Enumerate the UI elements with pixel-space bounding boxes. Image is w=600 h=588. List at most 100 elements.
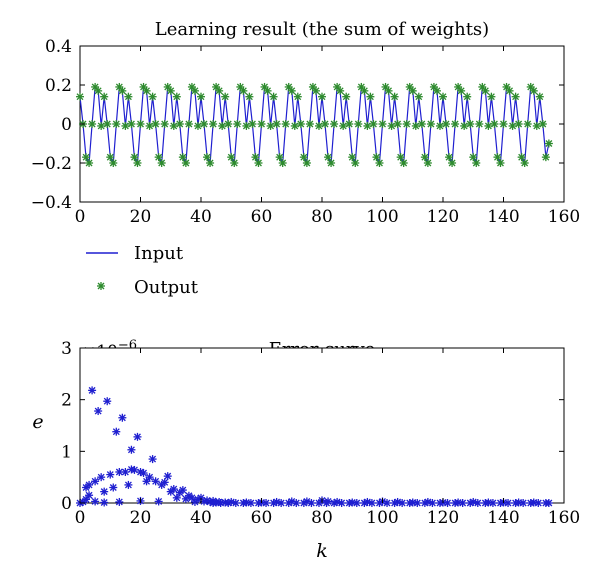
error-point [133,432,142,441]
output-point [193,121,202,130]
output-point [166,86,175,95]
error-point-baseline [216,499,225,507]
error-point [85,480,94,489]
output-point [76,92,84,101]
output-point [399,159,408,167]
output-point [366,92,375,101]
chart2-ytick-label: 3 [61,339,72,359]
output-point [172,92,181,101]
output-point [133,159,142,167]
error-point [91,497,100,506]
error-point-baseline [526,499,535,507]
output-point [169,121,178,130]
output-point [514,120,523,128]
error-point-baseline [231,499,240,507]
chart1-xtick-label: 20 [130,207,152,227]
error-point-baseline [473,499,482,507]
output-point [321,120,330,128]
error-point-baseline [262,499,271,507]
output-point [200,120,209,128]
chart1-y-axis: −0.4 −0.2 0 0.2 0.4 [31,37,564,213]
error-point [109,483,118,492]
output-point [245,92,254,101]
chart2-y-axis: 0 1 2 3 [61,339,564,514]
output-point [302,159,311,167]
output-point [538,120,547,128]
chart2-xtick-label: 140 [487,508,519,528]
output-point [136,120,145,128]
chart-error-curve: Error curve ×10−6 020406080100120140160 … [32,338,580,562]
output-point [278,159,287,167]
error-point-baseline [428,499,437,507]
output-point [94,86,103,95]
error-point [115,497,124,506]
output-point [372,153,381,162]
output-point [354,120,363,128]
output-point [130,153,139,162]
error-point-baseline [541,499,550,507]
error-point-baseline [519,499,528,507]
chart1-ytick-label: 0.4 [45,37,72,57]
output-point [414,92,423,101]
output-point [457,86,466,95]
output-point [103,120,112,128]
chart2-xtick-label: 20 [130,508,152,528]
error-point-baseline [451,499,460,507]
output-point [442,120,451,128]
output-point [106,153,115,162]
output-point [390,92,399,101]
output-point [342,92,351,101]
error-point-baseline [398,499,407,507]
error-point [130,465,139,474]
output-point [448,159,457,167]
chart1-ytick-label: 0 [61,115,72,135]
error-point [115,468,124,476]
output-point [493,153,502,162]
output-point [314,121,323,130]
error-point-baseline [224,499,233,507]
error-point [154,497,163,506]
output-point [505,86,514,95]
error-point-baseline [254,499,263,507]
chart2-ytick-label: 0 [61,494,72,514]
error-point [142,477,151,486]
error-point-baseline [534,499,543,507]
chart1-xtick-label: 140 [487,207,519,227]
output-point [378,120,387,128]
error-point-baseline [269,499,278,507]
chart2-ytick-label: 1 [61,442,72,462]
output-point [121,121,130,130]
output-point [463,92,472,101]
output-point [151,120,160,128]
output-point [387,121,396,130]
output-point [523,120,532,128]
chart2-xtick-label: 160 [548,508,580,528]
output-point [239,86,248,95]
output-point [154,153,163,162]
output-point [396,153,405,162]
chart2-xtick-label: 60 [251,508,273,528]
output-point [269,92,278,101]
error-point-baseline [466,499,475,507]
chart1-legend: Input Output [86,243,199,298]
output-point [287,86,296,95]
output-point [520,159,529,167]
output-point [318,92,326,101]
output-point [215,86,224,95]
output-point [275,153,284,162]
output-point [233,120,242,128]
output-point [230,159,239,167]
output-point [218,121,227,130]
output-point [466,120,475,128]
output-point [348,153,357,162]
output-point [417,120,426,128]
error-point [160,478,169,487]
output-point [178,153,187,162]
output-point [88,120,97,128]
error-point [94,407,103,416]
chart2-series-group [76,386,553,507]
output-point [420,153,429,162]
output-point [445,153,454,162]
output-point [541,153,550,162]
error-point-baseline [413,499,422,507]
